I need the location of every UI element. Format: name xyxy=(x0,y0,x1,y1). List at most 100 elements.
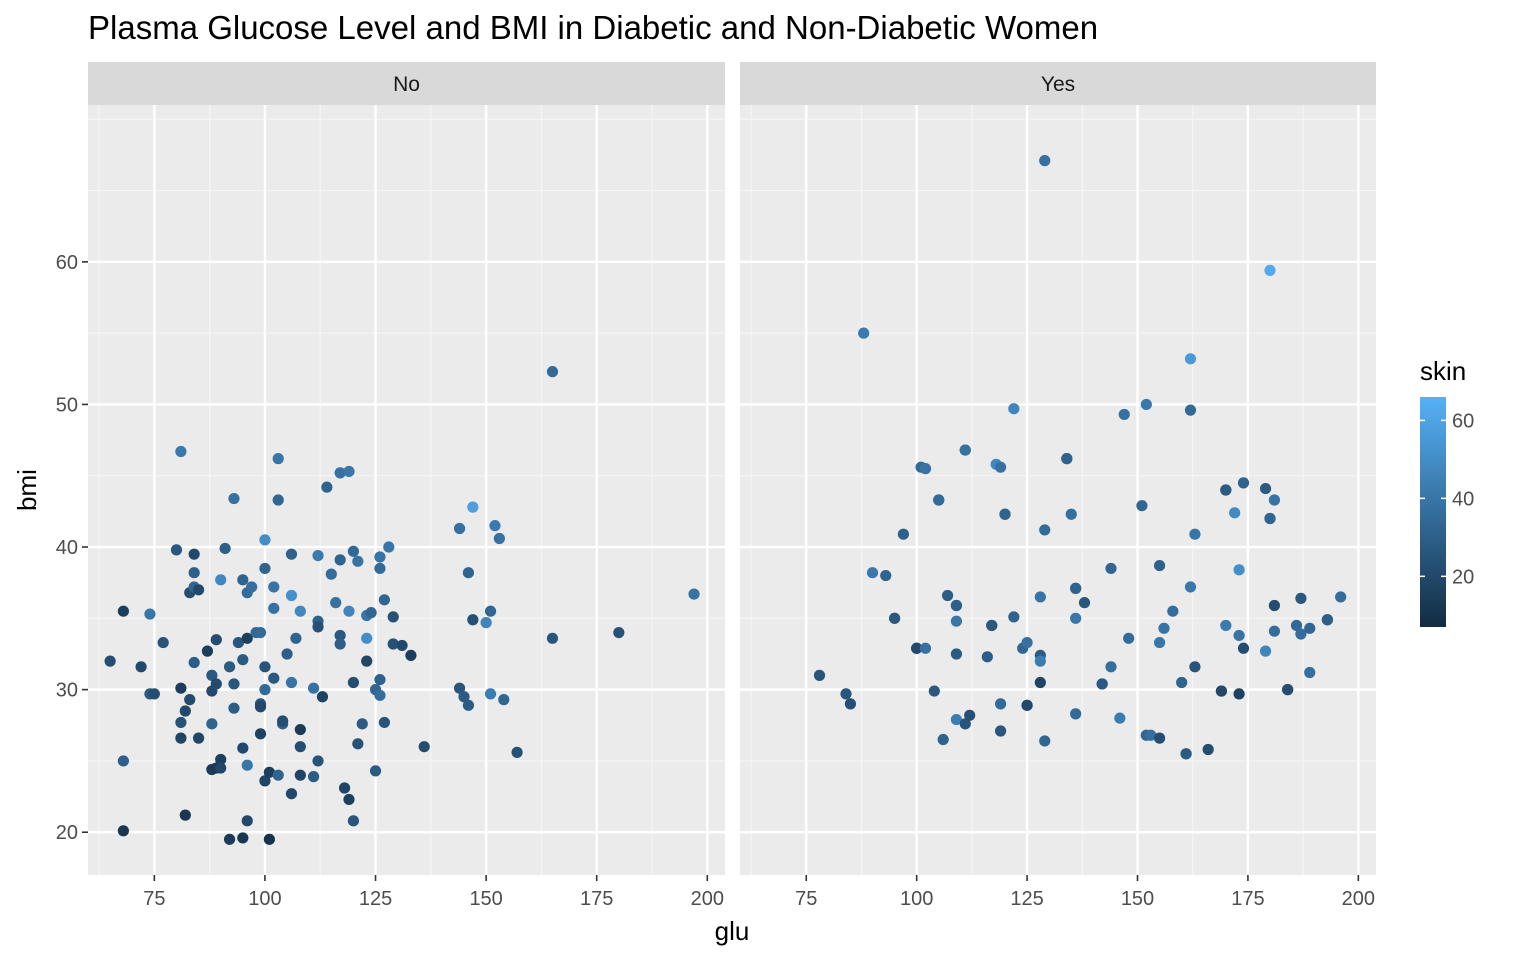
data-point xyxy=(290,632,302,644)
data-point xyxy=(294,605,306,617)
data-point xyxy=(1321,614,1334,626)
data-point xyxy=(246,581,258,593)
data-point xyxy=(188,567,200,579)
points-yes xyxy=(813,155,1347,760)
x-tick-label: 200 xyxy=(1342,888,1375,910)
data-point xyxy=(1189,661,1201,673)
data-point xyxy=(1220,619,1232,632)
data-point xyxy=(1268,625,1281,637)
data-point xyxy=(1070,612,1082,624)
data-point xyxy=(237,574,249,586)
data-point xyxy=(294,769,306,781)
data-point xyxy=(285,548,298,560)
data-point xyxy=(1295,628,1307,640)
data-point xyxy=(170,544,183,556)
data-point xyxy=(334,638,346,650)
data-point xyxy=(184,694,196,706)
data-point xyxy=(467,614,479,626)
data-point xyxy=(1215,685,1228,697)
data-point xyxy=(396,639,408,652)
facet-strip-label-no: No xyxy=(393,73,420,96)
gridlines-no xyxy=(88,105,725,875)
data-point xyxy=(1295,592,1307,604)
data-point xyxy=(206,718,218,730)
data-point xyxy=(880,569,892,582)
data-point xyxy=(228,678,240,690)
data-point xyxy=(1034,591,1046,603)
data-point xyxy=(994,725,1007,737)
data-point xyxy=(1220,484,1232,496)
data-point xyxy=(1335,591,1347,603)
data-point xyxy=(1105,661,1117,673)
data-point xyxy=(866,567,879,579)
data-point xyxy=(334,629,346,642)
x-tick-label: 75 xyxy=(795,888,817,910)
data-point xyxy=(157,636,169,649)
data-point xyxy=(215,762,227,774)
data-point xyxy=(1008,611,1020,623)
data-point xyxy=(374,674,386,686)
data-point xyxy=(210,634,222,646)
x-tick-label: 175 xyxy=(1231,888,1264,910)
data-point xyxy=(1158,622,1170,634)
data-point xyxy=(104,655,116,667)
data-point xyxy=(117,605,129,617)
data-point xyxy=(277,715,289,727)
data-point xyxy=(294,723,306,736)
data-point xyxy=(1184,353,1197,365)
facet-strip-yes xyxy=(740,62,1376,105)
data-point xyxy=(281,648,293,660)
data-point xyxy=(1070,582,1082,594)
data-point xyxy=(1065,508,1077,520)
data-point xyxy=(1233,564,1245,576)
data-point xyxy=(272,769,284,781)
data-point xyxy=(999,508,1011,520)
x-axis-no: 75 100 125 150 175 200 xyxy=(143,875,724,910)
x-tick-label: 100 xyxy=(248,888,281,910)
data-point xyxy=(378,594,390,606)
data-point xyxy=(1118,408,1130,421)
facet-panel-no: No xyxy=(88,62,725,875)
data-point xyxy=(1180,748,1192,760)
data-point xyxy=(117,825,129,837)
y-tick-label: 60 xyxy=(56,252,78,274)
data-point xyxy=(312,549,324,562)
legend-colorbar xyxy=(1420,397,1446,627)
data-point xyxy=(192,732,205,744)
data-point xyxy=(1034,655,1046,667)
x-tick-label: 150 xyxy=(1121,888,1154,910)
data-point xyxy=(285,788,298,800)
data-point xyxy=(950,615,963,627)
data-point xyxy=(813,669,826,681)
x-tick-label: 125 xyxy=(1010,888,1043,910)
data-point xyxy=(343,793,355,806)
data-point xyxy=(1184,404,1197,416)
data-point xyxy=(1229,507,1241,519)
legend-ticks: 20 40 60 xyxy=(1420,410,1474,588)
data-point xyxy=(405,649,417,662)
data-point xyxy=(374,689,386,701)
data-point xyxy=(312,755,324,767)
data-point xyxy=(356,718,368,730)
data-point xyxy=(237,742,249,754)
data-point xyxy=(352,555,364,567)
data-point xyxy=(453,682,466,694)
data-point xyxy=(1070,708,1082,720)
data-point xyxy=(498,694,510,706)
x-tick-label: 100 xyxy=(900,888,933,910)
y-tick-label: 20 xyxy=(56,822,78,844)
data-point xyxy=(1202,743,1214,756)
data-point xyxy=(453,522,466,535)
data-point xyxy=(325,568,337,580)
data-point xyxy=(458,691,470,703)
data-point xyxy=(986,619,998,632)
data-point xyxy=(1039,735,1051,747)
data-point xyxy=(232,636,245,649)
x-tick-label: 75 xyxy=(143,888,165,910)
data-point xyxy=(352,738,364,750)
data-point xyxy=(188,656,200,669)
data-point xyxy=(950,713,963,726)
data-point xyxy=(117,755,129,767)
data-point xyxy=(343,605,355,617)
